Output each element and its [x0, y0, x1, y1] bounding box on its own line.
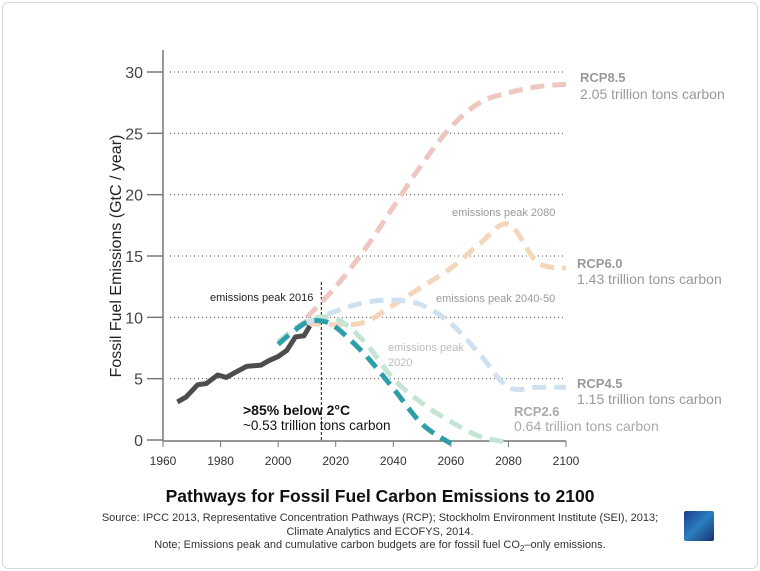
annotation-rcp85_budget: 2.05 trillion tons carbon	[580, 86, 725, 102]
x-tick-label: 2020	[322, 454, 349, 468]
x-tick-label: 2080	[495, 454, 522, 468]
annotation-peak2020a: emissions peak	[388, 342, 464, 354]
source-line-1: Source: IPCC 2013, Representative Concen…	[101, 512, 659, 524]
annotation-rcp26: RCP2.6	[514, 404, 560, 419]
annotation-peak2080: emissions peak 2080	[452, 207, 555, 219]
x-tick-label: 2000	[265, 454, 292, 468]
y-tick-label: 20	[125, 188, 143, 205]
x-tick-label: 2040	[380, 454, 407, 468]
annotation-peak2040: emissions peak 2040-50	[436, 293, 555, 305]
annotation-rcp60: RCP6.0	[577, 256, 623, 271]
x-tick-label: 1960	[150, 454, 177, 468]
annotation-peak2020b: 2020	[388, 357, 412, 369]
source-note: Source: IPCC 2013, Representative Concen…	[0, 512, 760, 556]
y-axis-label: Fossil Fuel Emissions (GtC / year)	[108, 135, 125, 378]
y-tick-label: 10	[125, 310, 143, 327]
annotation-peak2016: emissions peak 2016	[210, 292, 313, 304]
annotation-rcp26_budget: 0.64 trillion tons carbon	[514, 418, 659, 434]
series-rcp6-0	[306, 221, 567, 328]
series-rcp4-5	[306, 297, 566, 393]
x-tick-label: 2060	[438, 454, 465, 468]
x-tick-label: 1980	[207, 454, 234, 468]
emissions-chart: 0 5 10 15 20 25 30 1960 1980 2000 2020 2040 2060 2080…	[108, 50, 725, 468]
2030-logo	[684, 511, 714, 541]
y-tick-label: 0	[134, 433, 143, 450]
annotation-below2c_budget: ~0.53 trillion tons carbon	[243, 418, 390, 433]
chart-title: Pathways for Fossil Fuel Carbon Emission…	[165, 486, 595, 506]
y-tick-label: 5	[134, 372, 143, 389]
x-tick-label: 2100	[553, 454, 580, 468]
note-line: Note; Emissions peak and cumulative carb…	[154, 539, 606, 554]
series--85-below-2-c	[276, 318, 453, 446]
series-rcp8-5	[305, 81, 567, 320]
annotation-rcp60_budget: 1.43 trillion tons carbon	[577, 271, 722, 287]
annotation-below2c: >85% below 2°C	[243, 402, 350, 418]
y-tick-label: 25	[125, 126, 143, 143]
annotation-rcp45_budget: 1.15 trillion tons carbon	[577, 391, 722, 407]
y-tick-label: 15	[125, 249, 143, 266]
annotation-rcp85: RCP8.5	[580, 70, 626, 85]
series-historical	[176, 324, 312, 405]
source-line-2: Climate Analytics and ECOFYS, 2014.	[286, 525, 474, 538]
annotation-rcp45: RCP4.5	[577, 376, 623, 391]
y-tick-label: 30	[125, 65, 143, 82]
